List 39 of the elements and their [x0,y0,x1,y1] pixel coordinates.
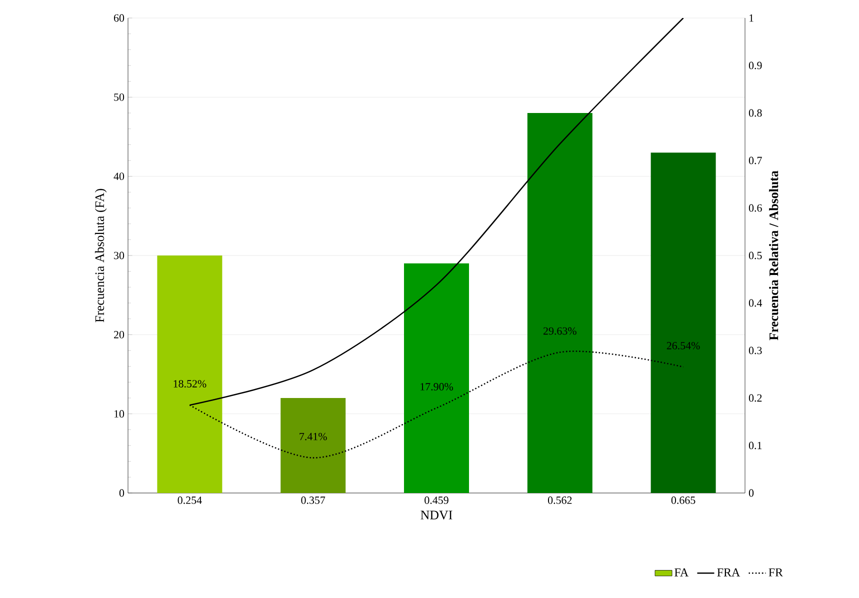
x-axis-title: NDVI [420,510,452,520]
y2-tick-label: 0.6 [748,204,762,212]
data-label: 7.41% [300,432,327,440]
x-tick-label: 0.357 [301,496,326,504]
x-tick-label: 0.562 [548,496,572,504]
legend-label: FRA [717,568,740,576]
bar [404,263,470,493]
y-tick-label: 50 [114,93,124,101]
x-tick-label: 0.254 [178,496,202,504]
y2-tick-label: 0.8 [748,109,762,117]
legend-label: FR [768,568,783,576]
y2-tick-label: 0.1 [748,442,762,450]
y-tick-label: 60 [114,14,124,22]
x-tick-label: 0.459 [424,496,448,504]
data-label: 29.63% [543,327,576,335]
legend-label: FA [674,568,689,576]
y-tick-label: 20 [114,330,124,338]
x-tick-label: 0.665 [671,496,696,504]
bar [280,398,346,493]
y2-tick-label: 0.2 [748,394,762,402]
bar [650,152,716,493]
y2-tick-label: 0 [748,489,754,497]
bar [527,112,592,493]
y-axis-title: Frecuencia Absoluta (FA) [94,188,107,322]
bar [157,255,222,493]
y-tick-label: 40 [114,172,124,180]
y-tick-label: 0 [119,489,124,497]
y2-tick-label: 0.7 [748,156,762,164]
y-tick-label: 10 [114,410,124,418]
y2-tick-label: 0.3 [748,346,762,354]
data-label: 17.90% [420,383,454,390]
y2-tick-label: 0.9 [748,62,762,70]
y2-tick-label: 0.5 [748,252,762,260]
y2-tick-label: 1 [749,14,754,22]
y2-axis-title: Frecuencia Relativa / Absoluta [769,170,778,340]
y2-tick-label: 0.4 [748,299,762,307]
data-label: 18.52% [174,380,206,388]
y-tick-label: 30 [114,252,124,260]
data-label: 26.54% [666,342,700,350]
